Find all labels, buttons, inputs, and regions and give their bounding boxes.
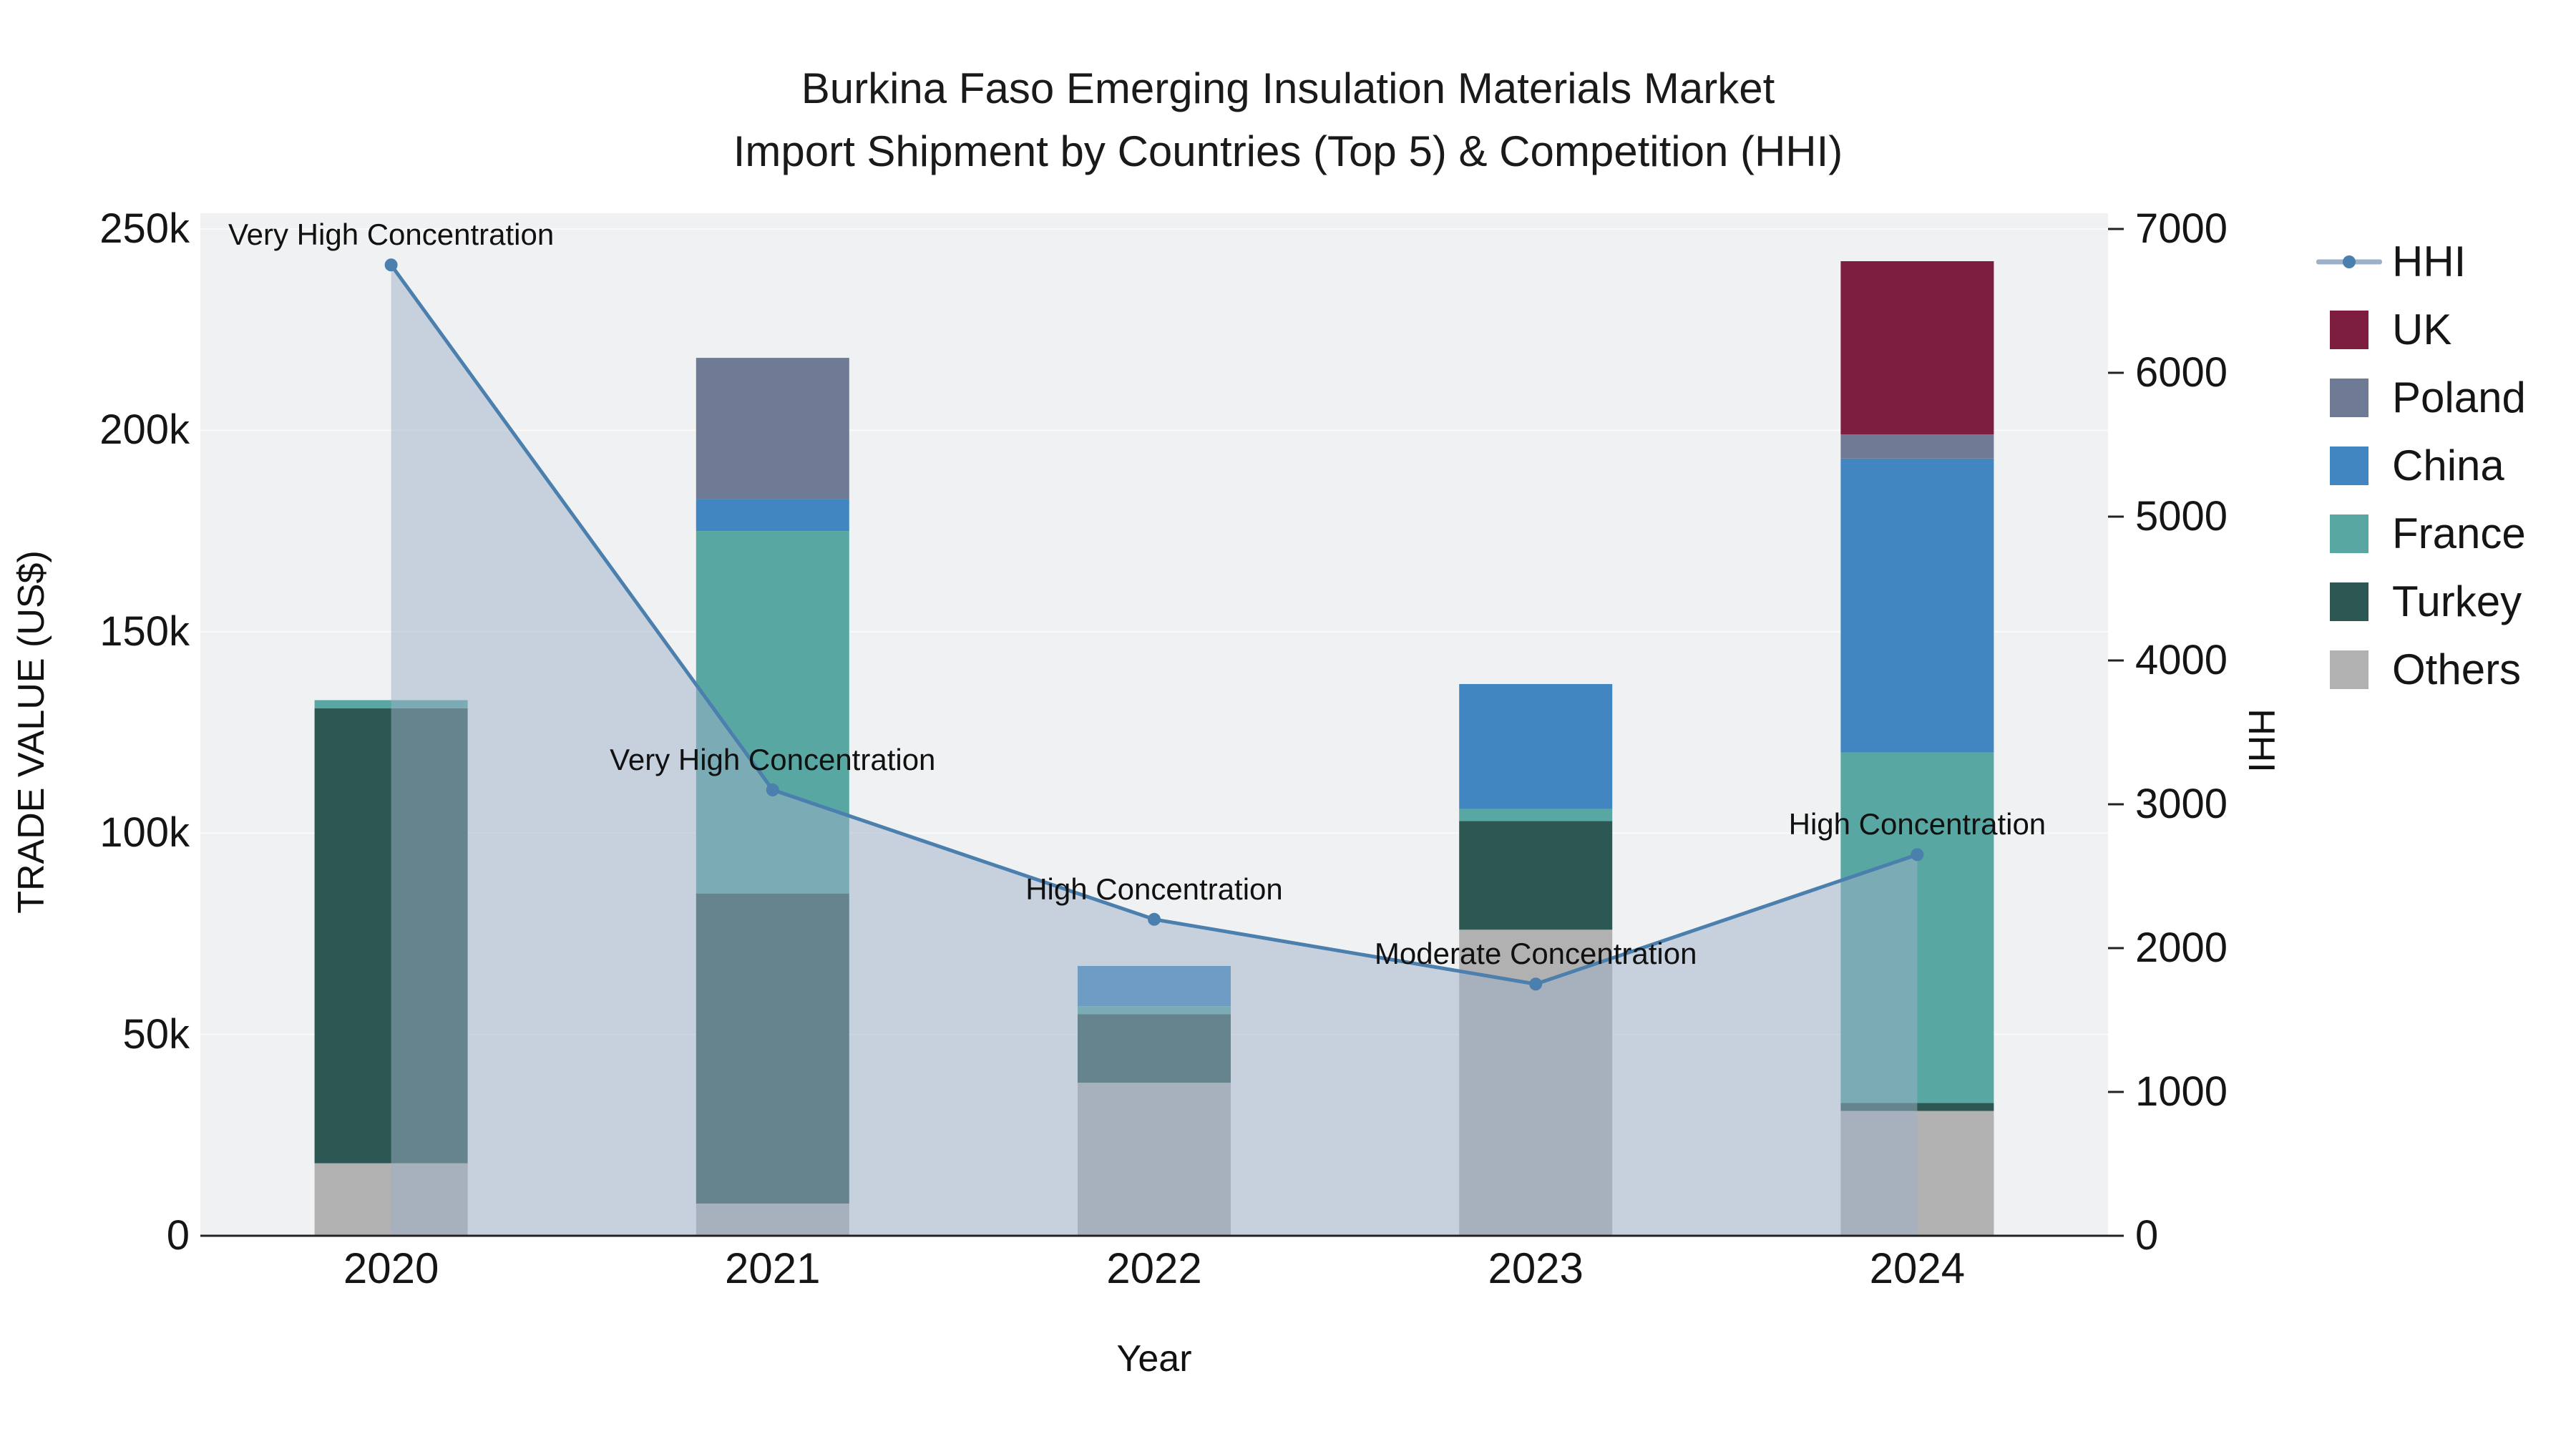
hhi-marker-swatch-icon bbox=[2343, 255, 2356, 268]
y-left-tick-100k: 100k bbox=[99, 809, 190, 857]
y-left-tick-150k: 150k bbox=[99, 608, 190, 655]
y-right-tick-1000: 1000 bbox=[2135, 1068, 2228, 1115]
legend-label-poland: Poland bbox=[2392, 374, 2526, 421]
bar-segment-china-2023 bbox=[1459, 683, 1613, 809]
legend-item-poland[interactable]: Poland bbox=[2316, 364, 2526, 431]
china-color-swatch bbox=[2330, 446, 2368, 485]
x-tick-2023: 2023 bbox=[1488, 1244, 1584, 1292]
bar-segment-poland-2024 bbox=[1840, 434, 1994, 459]
poland-legend-swatch-icon bbox=[2316, 378, 2382, 418]
china-legend-swatch-icon bbox=[2316, 446, 2382, 486]
legend-label-others: Others bbox=[2392, 645, 2522, 693]
chart-title-line2: Import Shipment by Countries (Top 5) & C… bbox=[733, 127, 1843, 175]
x-tick-2021: 2021 bbox=[725, 1244, 821, 1292]
legend: HHI UK Poland China France Turkey Others bbox=[2316, 228, 2526, 703]
y-left-tick-250k: 250k bbox=[99, 205, 190, 252]
annotation-2022: High Concentration bbox=[1025, 872, 1283, 906]
legend-item-others[interactable]: Others bbox=[2316, 635, 2526, 703]
annotation-2023: Moderate Concentration bbox=[1374, 937, 1697, 971]
hhi-marker-2021 bbox=[766, 783, 779, 796]
y-right-tick-2000: 2000 bbox=[2135, 924, 2228, 971]
hhi-marker-2024 bbox=[1911, 848, 1924, 862]
france-legend-swatch-icon bbox=[2316, 514, 2382, 554]
chart-title: Burkina Faso Emerging Insulation Materia… bbox=[0, 57, 2576, 183]
legend-label-france: France bbox=[2392, 509, 2526, 557]
legend-label-hhi: HHI bbox=[2392, 238, 2467, 286]
annotation-2020: Very High Concentration bbox=[228, 218, 555, 252]
bar-segment-china-2024 bbox=[1840, 458, 1994, 753]
legend-label-china: China bbox=[2392, 441, 2504, 489]
x-tick-2022: 2022 bbox=[1106, 1244, 1202, 1292]
turkey-color-swatch bbox=[2330, 582, 2368, 621]
bar-segment-turkey-2023 bbox=[1459, 821, 1613, 930]
hhi-marker-2023 bbox=[1529, 977, 1543, 991]
hhi-legend-swatch-icon bbox=[2316, 242, 2382, 282]
y-left-tick-200k: 200k bbox=[99, 406, 190, 454]
hhi-area-fill bbox=[391, 265, 1918, 1236]
annotation-2024: High Concentration bbox=[1788, 807, 2046, 841]
y-right-tick-6000: 6000 bbox=[2135, 349, 2228, 396]
legend-label-uk: UK bbox=[2392, 306, 2452, 353]
turkey-legend-swatch-icon bbox=[2316, 582, 2382, 622]
uk-legend-swatch-icon bbox=[2316, 310, 2382, 350]
poland-color-swatch bbox=[2330, 378, 2368, 417]
y-axis-title-left: TRADE VALUE (US$) bbox=[11, 550, 52, 914]
y-left-tick-50k: 50k bbox=[122, 1010, 190, 1058]
x-tick-2020: 2020 bbox=[343, 1244, 439, 1292]
legend-label-turkey: Turkey bbox=[2392, 577, 2522, 625]
bar-segment-france-2023 bbox=[1459, 809, 1613, 821]
annotation-2021: Very High Concentration bbox=[610, 742, 936, 776]
y-axis-title-right: HHI bbox=[2240, 708, 2282, 773]
x-axis-title: Year bbox=[1116, 1338, 1192, 1380]
hhi-marker-2022 bbox=[1148, 912, 1161, 926]
legend-item-uk[interactable]: UK bbox=[2316, 296, 2526, 364]
uk-color-swatch bbox=[2330, 310, 2368, 349]
bar-segment-china-2021 bbox=[696, 499, 849, 532]
bar-segment-uk-2024 bbox=[1840, 261, 1994, 435]
hhi-marker-2020 bbox=[384, 258, 398, 272]
bar-segment-poland-2021 bbox=[696, 358, 849, 499]
legend-item-china[interactable]: China bbox=[2316, 431, 2526, 499]
y-left-tick-0: 0 bbox=[166, 1212, 190, 1259]
y-right-tick-4000: 4000 bbox=[2135, 637, 2228, 683]
chart-title-line1: Burkina Faso Emerging Insulation Materia… bbox=[801, 64, 1775, 112]
others-legend-swatch-icon bbox=[2316, 650, 2382, 690]
legend-item-hhi[interactable]: HHI bbox=[2316, 228, 2526, 296]
france-color-swatch bbox=[2330, 514, 2368, 553]
y-right-tick-7000: 7000 bbox=[2135, 205, 2228, 252]
y-right-tick-5000: 5000 bbox=[2135, 493, 2228, 540]
x-tick-2024: 2024 bbox=[1869, 1244, 1966, 1292]
legend-item-france[interactable]: France bbox=[2316, 499, 2526, 567]
legend-item-turkey[interactable]: Turkey bbox=[2316, 567, 2526, 635]
others-color-swatch bbox=[2330, 650, 2368, 689]
y-right-tick-0: 0 bbox=[2135, 1212, 2159, 1259]
y-right-tick-3000: 3000 bbox=[2135, 781, 2228, 827]
